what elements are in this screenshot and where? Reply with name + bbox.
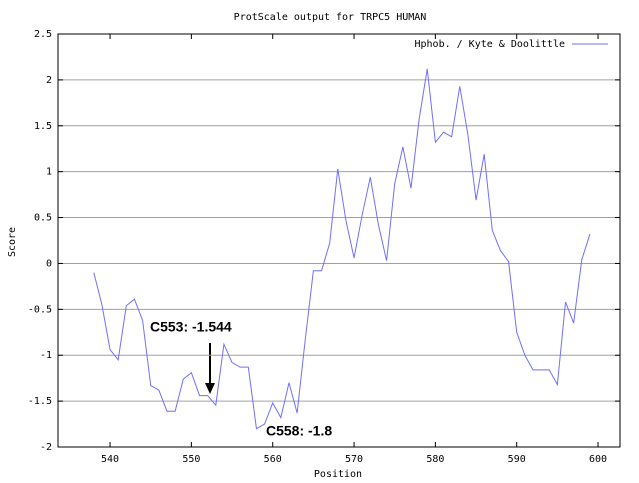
- y-tick-label: 1.5: [34, 121, 52, 132]
- chart-title: ProtScale output for TRPC5 HUMAN: [234, 12, 427, 23]
- x-tick-label: 540: [101, 454, 119, 465]
- y-tick-label: -1: [40, 350, 52, 361]
- y-axis-label: Score: [7, 227, 18, 257]
- x-tick-label: 600: [589, 454, 607, 465]
- y-tick-label: 0.5: [34, 213, 52, 224]
- x-tick-label: 580: [426, 454, 444, 465]
- x-tick-label: 560: [264, 454, 282, 465]
- y-tick-label: 2: [46, 75, 52, 86]
- x-axis-label: Position: [314, 469, 362, 480]
- plot-frame: [57, 33, 621, 448]
- y-tick-label: -1.5: [28, 396, 52, 407]
- y-tick-label: -2: [40, 442, 52, 453]
- y-tick-label: 1: [46, 167, 52, 178]
- x-tick-label: 590: [508, 454, 526, 465]
- data-line: [93, 68, 591, 430]
- legend-label: Hphob. / Kyte & Doolittle: [414, 39, 565, 50]
- y-tick-label: -0.5: [28, 304, 52, 315]
- annotation: C558: -1.8: [266, 423, 332, 439]
- x-tick-label: 550: [182, 454, 200, 465]
- annotation: C553: -1.544: [150, 319, 232, 335]
- y-tick-label: 0: [46, 258, 52, 269]
- y-tick-label: 2.5: [34, 29, 52, 40]
- arrow-head: [205, 383, 215, 394]
- x-tick-label: 570: [345, 454, 363, 465]
